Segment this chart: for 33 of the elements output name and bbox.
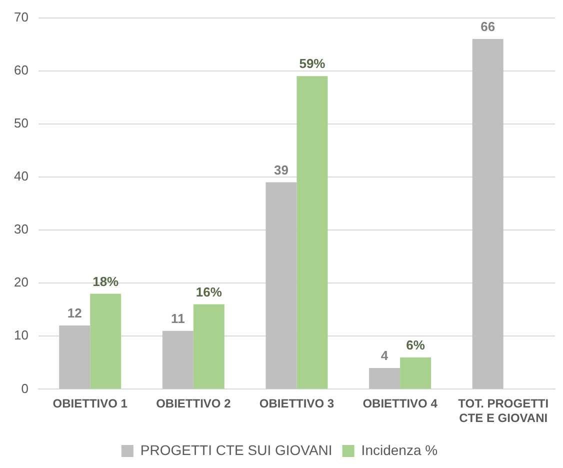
legend-label: PROGETTI CTE SUI GIOVANI: [140, 442, 332, 458]
x-tick-label: OBIETTIVO 4: [362, 396, 438, 411]
y-tick-label: 30: [14, 222, 28, 237]
y-tick-label: 60: [14, 62, 28, 78]
y-tick-label: 10: [14, 328, 28, 343]
bar: [400, 357, 432, 389]
legend-label: Incidenza %: [361, 442, 438, 458]
bar: [193, 304, 224, 389]
data-label: 66: [480, 19, 496, 34]
bar: [296, 76, 328, 389]
y-tick-label: 70: [14, 9, 28, 24]
data-label: 18%: [92, 274, 120, 289]
y-tick-label: 50: [14, 115, 28, 130]
x-tick-label: OBIETTIVO 3: [259, 396, 334, 411]
data-label: 4: [380, 348, 389, 364]
y-tick-label: 20: [14, 274, 28, 290]
bar: [369, 368, 400, 389]
x-tick-label: TOT. PROGETTI CTE E GIOVANI: [458, 396, 549, 426]
data-label: 59%: [299, 56, 326, 72]
x-tick-label: OBIETTIVO 1: [52, 396, 128, 411]
bar: [59, 326, 90, 389]
data-label: 39: [274, 162, 288, 178]
x-tick-label: OBIETTIVO 2: [156, 396, 232, 411]
data-label: 6%: [406, 337, 426, 352]
bar: [162, 330, 194, 389]
y-tick-label: 0: [21, 380, 28, 396]
data-label: 12: [67, 306, 82, 321]
bar: [266, 182, 297, 389]
data-label: 11: [171, 310, 185, 326]
bar: [472, 39, 504, 389]
bar: [90, 294, 122, 389]
y-tick-label: 40: [14, 168, 28, 184]
data-label: 16%: [196, 284, 222, 300]
